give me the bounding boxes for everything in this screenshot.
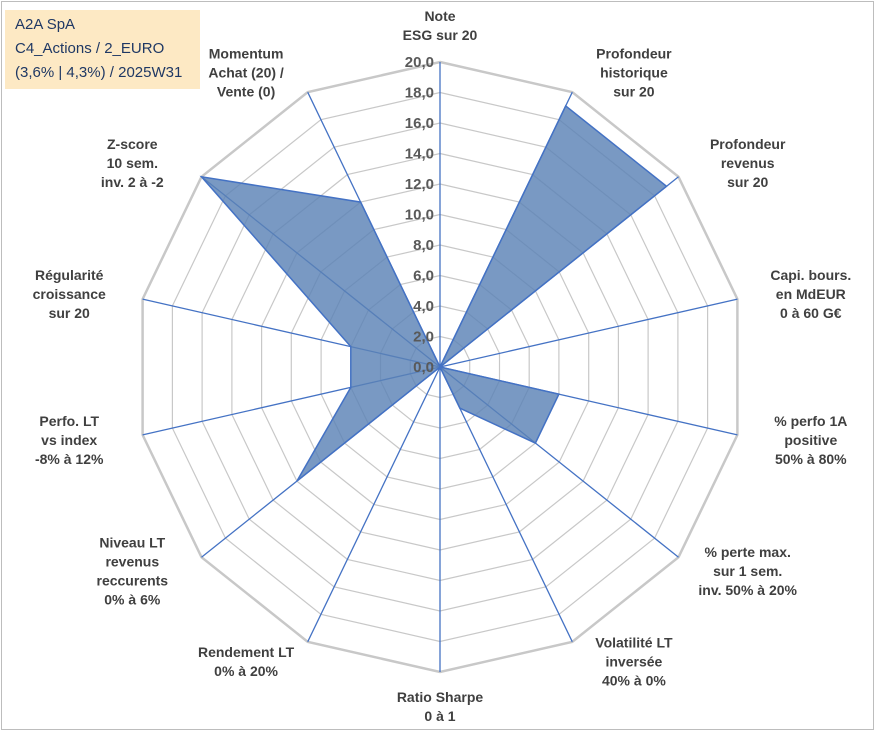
axis-label: Ratio Sharpe 0 à 1 [397,689,484,724]
axis-label-line: Rendement LT [198,644,295,660]
axis-label: Perfo. LT vs index -8% à 12% [35,413,104,467]
axis-label-line: % perfo 1A [774,413,847,429]
axis-label: Volatilité LT inversée 40% à 0% [595,635,673,689]
axis-label-line: ESG sur 20 [403,27,478,43]
axis-label-line: sur 20 [613,83,654,99]
tick-label: 4,0 [413,298,434,315]
axis-label: Régularité croissance sur 20 [33,267,106,321]
axis-label-line: Momentum [209,45,284,61]
tick-label: 0,0 [413,359,434,376]
axis-label-line: Profondeur [596,45,672,61]
axis-label-line: sur 1 sem. [713,563,782,579]
axis-label-line: Régularité [35,267,104,283]
axis-label: Momentum Achat (20) / Vente (0) [208,45,284,99]
axis-label-line: Vente (0) [217,83,275,99]
axis-label: Note ESG sur 20 [403,8,478,43]
axis-label-line: 40% à 0% [602,673,666,689]
tick-label: 14,0 [405,146,434,163]
axis-label-line: 50% à 80% [775,451,847,467]
info-yield-week: (3,6% | 4,3%) / 2025W31 [15,64,183,81]
tick-label: 2,0 [413,329,434,346]
info-company-name: A2A SpA [15,16,76,33]
axis-label-line: Achat (20) / [208,64,284,80]
axis-label-line: 0% à 6% [104,591,161,607]
axis-label: Capi. bours. en MdEUR 0 à 60 G€ [770,267,851,321]
axis-label-line: en MdEUR [776,286,846,302]
axis-label-line: Ratio Sharpe [397,689,484,705]
axis-spoke [307,366,441,643]
axis-label-line: reccurents [97,572,169,588]
axis-label: Z-score 10 sem. inv. 2 à -2 [101,136,164,190]
tick-label: 6,0 [413,268,434,285]
info-category: C4_Actions / 2_EURO [15,40,165,57]
axis-label-line: 10 sem. [107,155,158,171]
info-box: A2A SpA C4_Actions / 2_EURO (3,6% | 4,3%… [5,10,200,89]
axis-label-line: Niveau LT [99,534,165,550]
axis-label-line: inv. 2 à -2 [101,174,164,190]
axis-label: % perte max. sur 1 sem. inv. 50% à 20% [698,544,797,598]
axis-label: Rendement LT 0% à 20% [198,644,295,679]
radar-series [199,104,668,482]
axis-spoke [439,298,738,368]
axis-label: Niveau LT revenus reccurents 0% à 6% [97,534,169,607]
axis-label-line: 0% à 20% [214,663,278,679]
axis-label-line: inv. 50% à 20% [698,582,797,598]
tick-label: 10,0 [405,207,434,224]
axis-label-line: Volatilité LT [595,635,673,651]
axis-label-line: % perte max. [705,544,791,560]
axis-spoke [439,366,573,643]
axis-label-line: Capi. bours. [770,267,851,283]
axis-label: Profondeur historique sur 20 [596,45,672,99]
axis-label-line: revenus [105,553,159,569]
axis-label-line: -8% à 12% [35,451,104,467]
axis-label-line: Profondeur [710,136,786,152]
axis-label-line: vs index [41,432,97,448]
axis-label-line: sur 20 [49,305,90,321]
tick-label: 16,0 [405,115,434,132]
axis-label-line: positive [784,432,837,448]
axis-labels: Note ESG sur 20 Profondeur historique sur 20… [33,8,852,724]
tick-label: 8,0 [413,237,434,254]
axis-label-line: Perfo. LT [39,413,99,429]
series-area [199,104,668,482]
axis-label-line: croissance [33,286,106,302]
axis-label-line: sur 20 [727,174,768,190]
axis-label-line: 0 à 60 G€ [780,305,842,321]
axis-label: % perfo 1A positive 50% à 80% [774,413,847,467]
axis-label-line: Z-score [107,136,158,152]
axis-label: Profondeur revenus sur 20 [710,136,786,190]
axis-label-line: historique [600,64,668,80]
tick-label: 18,0 [405,85,434,102]
axis-label-line: inversée [605,654,662,670]
axis-label-line: Note [424,8,455,24]
tick-label: 12,0 [405,176,434,193]
tick-label: 20,0 [405,54,434,71]
axis-label-line: 0 à 1 [424,708,455,724]
radial-tick-labels: 0,0 2,0 4,0 6,0 8,0 10,0 12,0 14,0 16,0 18,0 20,0 [405,54,434,376]
axis-label-line: revenus [721,155,775,171]
